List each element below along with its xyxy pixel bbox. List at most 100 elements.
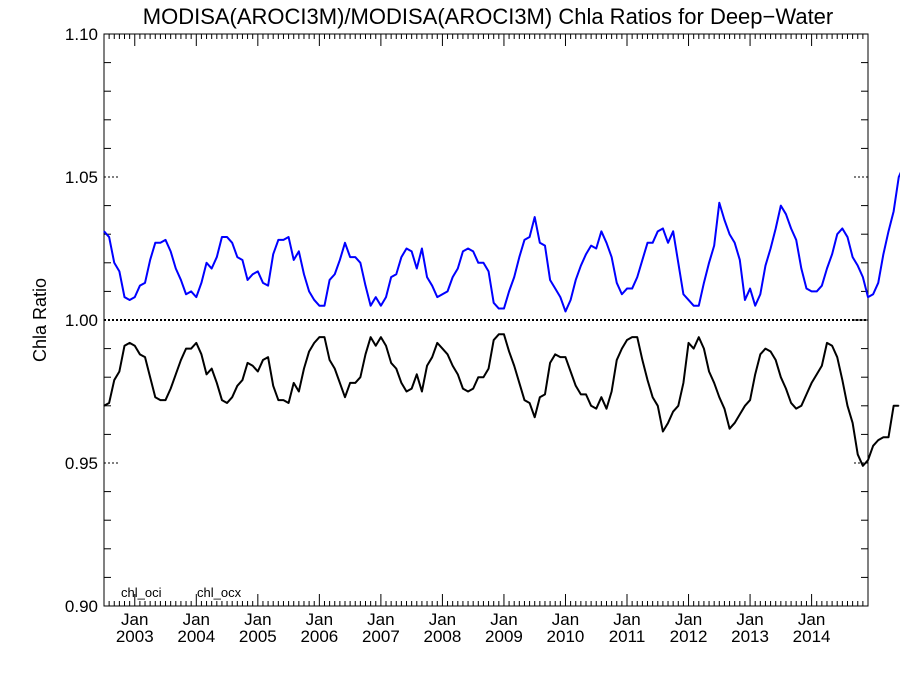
data-point-chl-ocx [364,353,367,355]
data-point-chl-oci [205,262,208,264]
data-point-chl-oci [570,299,572,301]
y-tick-label: 1.05 [65,168,98,187]
data-point-chl-oci [467,247,469,250]
data-point-chl-ocx [616,359,618,361]
data-point-chl-ocx [595,408,597,410]
data-point-chl-ocx [780,376,782,378]
data-point-chl-oci [703,282,705,284]
data-point-chl-oci [380,305,382,307]
data-point-chl-ocx [293,382,295,384]
x-tick-label-year: 2008 [424,627,462,646]
data-point-chl-ocx [749,399,751,401]
data-point-chl-oci [816,290,818,292]
data-point-chl-oci [513,276,515,278]
data-point-chl-oci [364,285,367,287]
data-point-chl-ocx [287,402,290,404]
data-point-chl-ocx [277,399,279,401]
data-point-chl-oci [441,293,444,295]
data-point-chl-oci [113,262,115,264]
data-point-chl-ocx [462,388,464,390]
data-point-chl-ocx [103,405,105,407]
data-point-chl-ocx [636,336,638,338]
data-point-chl-ocx [467,390,469,393]
data-point-chl-ocx [518,382,520,384]
data-point-chl-ocx [252,365,254,367]
data-point-chl-ocx [790,402,792,404]
data-point-chl-oci [118,270,120,272]
data-point-chl-ocx [821,365,823,367]
legend-entry-chl-oci: chl_oci [121,585,162,600]
data-point-chl-ocx [841,379,843,381]
data-point-chl-oci [821,285,823,287]
data-point-chl-ocx [508,350,510,353]
data-point-chl-oci [626,287,628,290]
data-point-chl-ocx [482,376,485,378]
data-point-chl-ocx [170,388,172,390]
data-point-chl-oci [898,176,900,178]
data-point-chl-oci [221,236,223,238]
data-point-chl-ocx [272,385,274,387]
data-point-chl-ocx [344,396,346,398]
data-point-chl-ocx [872,445,874,447]
data-point-chl-oci [682,293,685,295]
data-point-chl-oci [426,276,428,278]
data-point-chl-ocx [687,342,690,344]
data-point-chl-ocx [349,382,351,384]
data-point-chl-ocx [682,382,685,384]
data-point-chl-ocx [205,373,208,375]
data-point-chl-ocx [446,353,449,355]
data-point-chl-ocx [298,390,300,393]
x-tick-label-year: 2010 [547,627,585,646]
data-point-chl-ocx [549,362,551,364]
data-point-chl-ocx [246,362,249,364]
data-point-chl-oci [646,242,649,244]
data-point-chl-oci [154,242,156,244]
data-point-chl-oci [421,247,423,250]
data-point-chl-oci [867,296,869,298]
data-point-chl-oci [293,259,295,261]
x-tick-label-year: 2006 [300,627,338,646]
data-point-chl-ocx [108,402,110,404]
data-point-chl-oci [436,296,438,298]
data-point-chl-oci [534,216,536,218]
x-tick-label-month: Jan [306,610,333,629]
data-point-chl-ocx [800,405,802,407]
data-point-chl-oci [862,276,864,278]
x-tick-label-month: Jan [552,610,579,629]
data-point-chl-oci [175,267,177,270]
series-line-chl-ocx [103,333,899,467]
data-point-chl-oci [446,290,449,292]
data-point-chl-oci [395,273,397,275]
data-point-chl-ocx [831,345,833,347]
data-point-chl-ocx [539,396,541,398]
data-point-chl-oci [262,282,264,284]
data-point-chl-oci [790,227,792,230]
data-point-chl-ocx [805,393,808,395]
data-point-chl-ocx [580,393,582,395]
x-tick-label-month: Jan [183,610,210,629]
data-point-chl-oci [344,242,346,244]
data-point-chl-oci [728,233,731,235]
data-point-chl-ocx [375,345,377,347]
data-point-chl-ocx [575,385,577,387]
data-point-chl-oci [103,230,105,232]
data-point-chl-ocx [318,336,320,338]
data-point-chl-ocx [662,430,664,433]
data-point-chl-ocx [472,388,474,390]
data-point-chl-ocx [339,382,341,384]
data-point-chl-oci [339,259,341,261]
data-point-chl-ocx [323,336,326,338]
data-point-chl-oci [872,293,874,295]
series-group [103,171,900,467]
x-tick-label-month: Jan [675,610,702,629]
data-point-chl-oci [287,236,290,238]
data-point-chl-oci [190,290,192,292]
data-point-chl-ocx [216,382,218,384]
data-point-chl-oci [698,305,700,307]
data-point-chl-oci [585,253,587,255]
data-point-chl-oci [129,299,131,301]
data-point-chl-ocx [887,436,890,438]
data-point-chl-ocx [303,368,305,370]
data-point-chl-ocx [452,365,454,367]
data-point-chl-oci [713,245,715,247]
